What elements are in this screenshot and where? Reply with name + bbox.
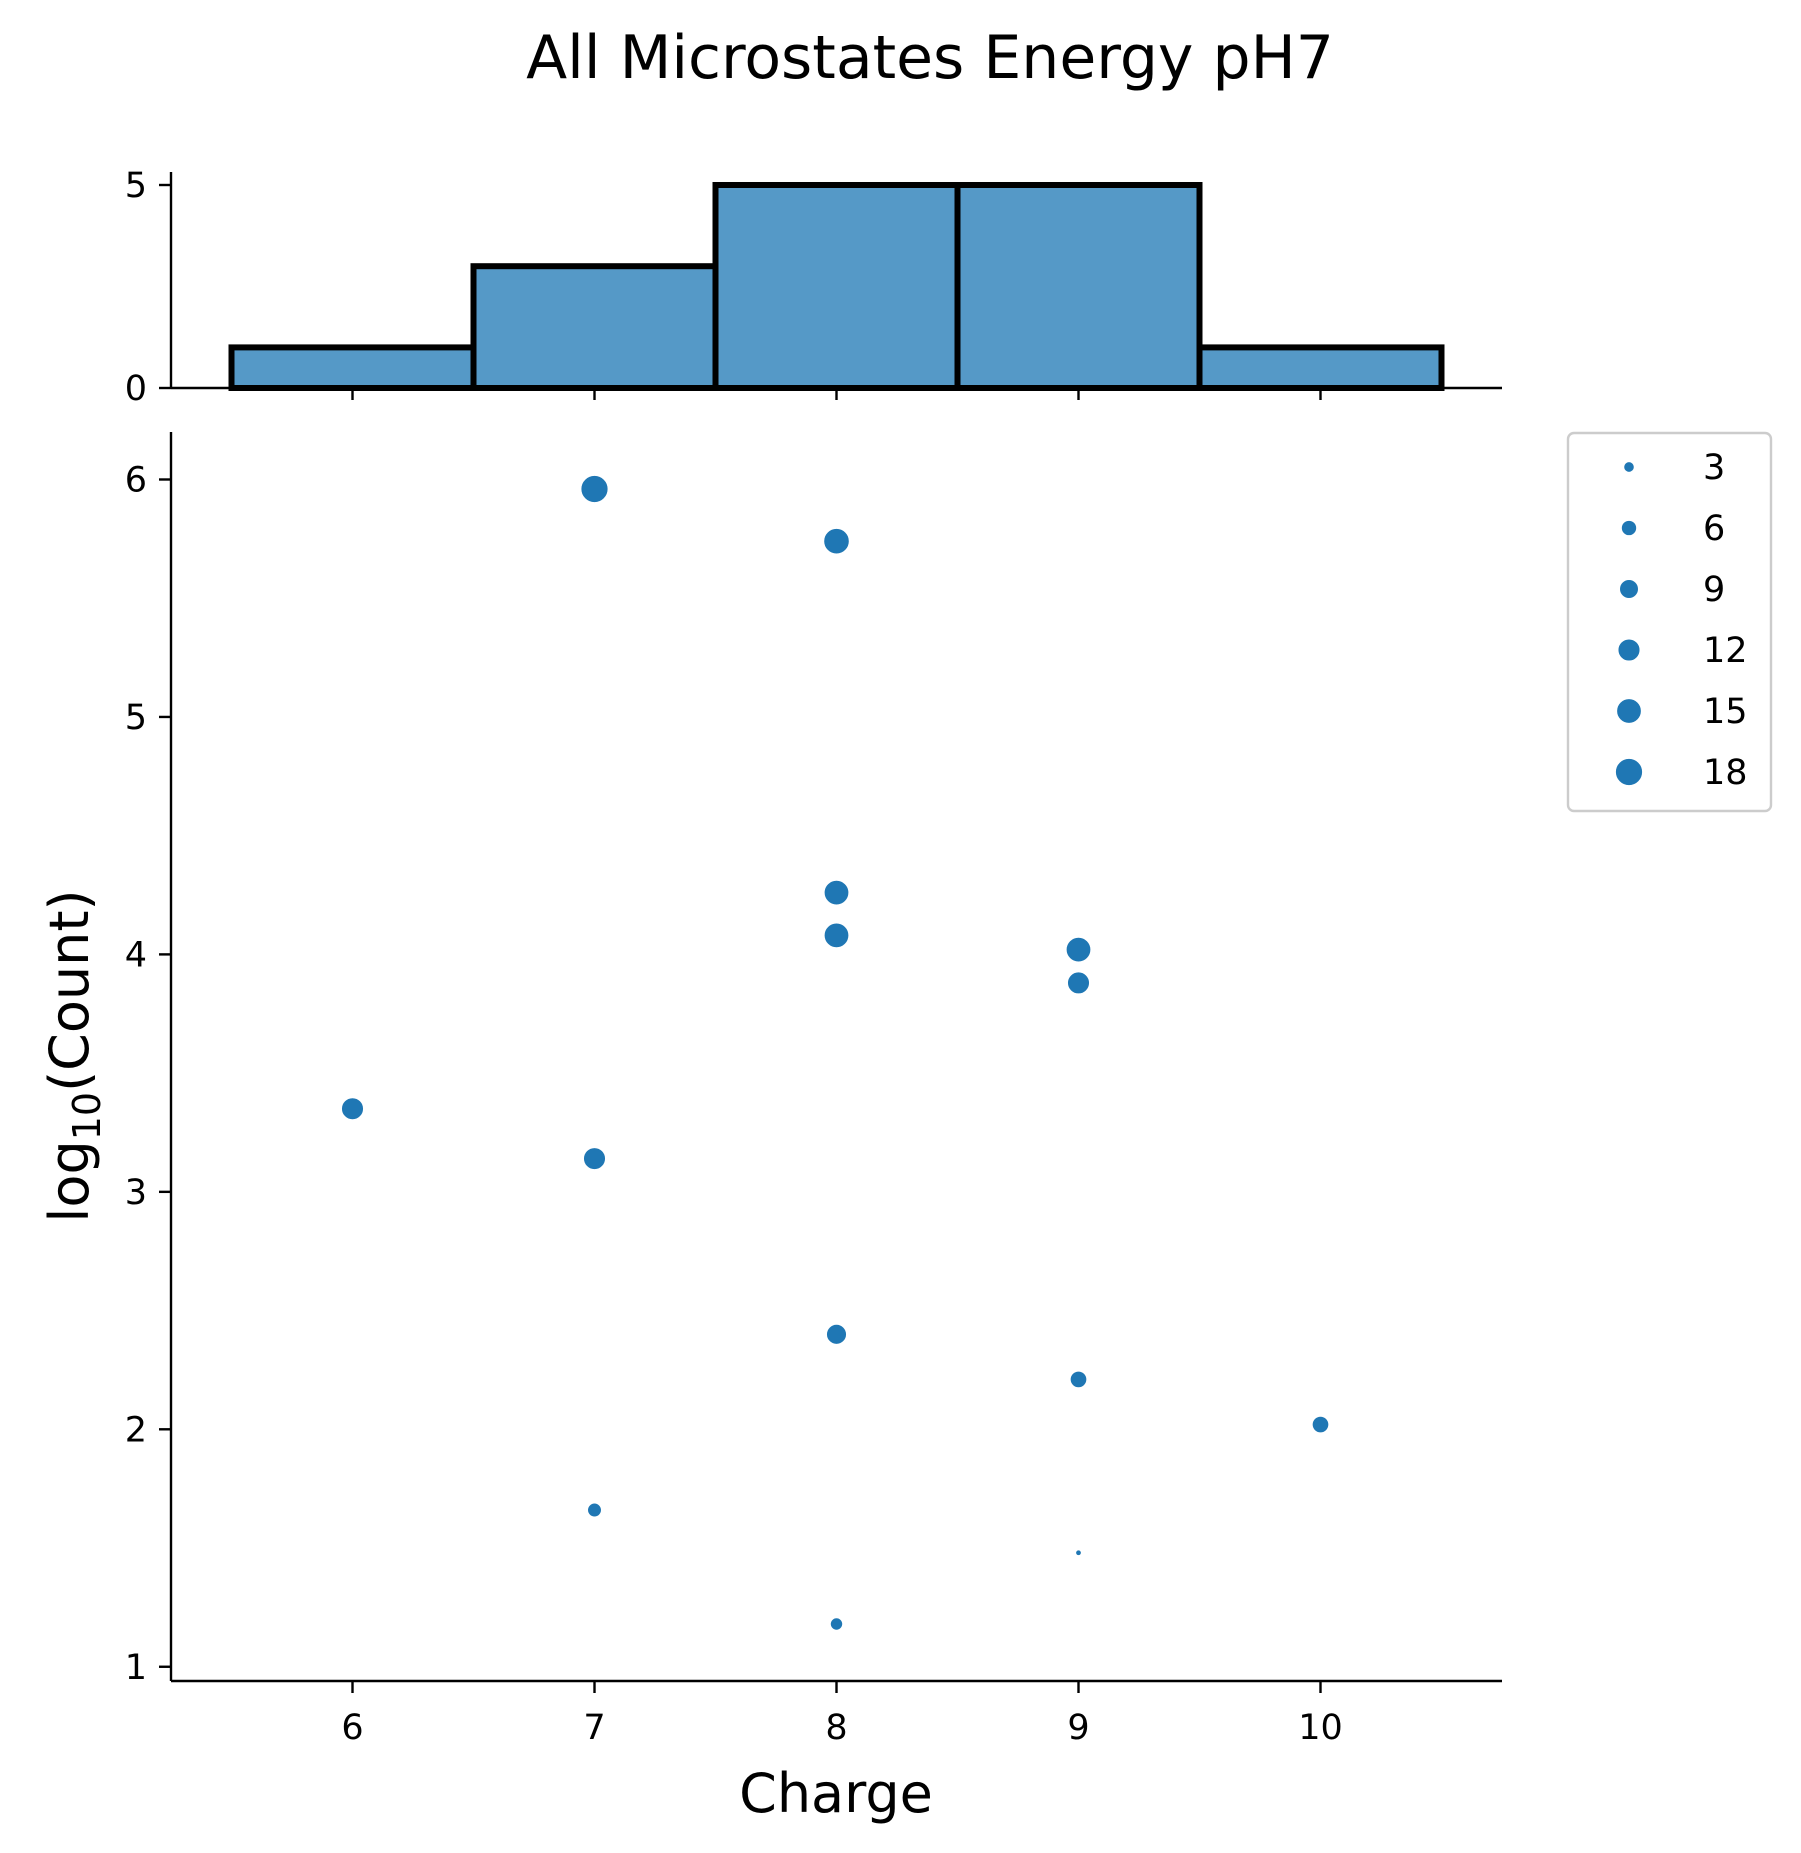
histogram-bar-1 bbox=[228, 344, 477, 391]
y-tick-label: 1 bbox=[125, 1648, 147, 1688]
scatter-point-3 bbox=[822, 878, 851, 907]
scatter-plot: 6 7 8 9 10 1 2 3 4 5 6 bbox=[125, 432, 1502, 1748]
x-tick-label: 9 bbox=[1067, 1708, 1089, 1748]
marginal-histogram: 05 bbox=[125, 166, 1502, 409]
y-tick-label: 3 bbox=[125, 1173, 147, 1213]
x-tick-label: 10 bbox=[1298, 1708, 1343, 1748]
scatter-point-8 bbox=[582, 1146, 607, 1171]
legend-marker-6 bbox=[1620, 519, 1638, 537]
x-tick-label: 6 bbox=[341, 1708, 363, 1748]
scatter-point-4 bbox=[822, 921, 851, 950]
scatter-point-1 bbox=[579, 474, 610, 504]
scatter-point-11 bbox=[1068, 1369, 1089, 1390]
legend-label-18: 18 bbox=[1703, 753, 1748, 793]
y-axis-label: log10(Count) bbox=[38, 889, 109, 1222]
scatter-point-5 bbox=[1064, 935, 1093, 964]
y-tick-label: 6 bbox=[125, 460, 147, 500]
x-tick-label: 7 bbox=[583, 1708, 605, 1748]
histogram-y-ticks: 05 bbox=[125, 166, 171, 409]
legend-marker-15 bbox=[1615, 697, 1643, 725]
y-axis-label-count: (Count) bbox=[38, 889, 101, 1092]
size-legend: 3 6 9 12 15 18 bbox=[1566, 431, 1773, 813]
histogram-bar-4 bbox=[954, 182, 1203, 391]
legend-label-3: 3 bbox=[1703, 448, 1725, 488]
histogram-bar-3 bbox=[712, 182, 961, 391]
histogram-y-tick-label: 0 bbox=[125, 369, 147, 409]
scatter-point-7 bbox=[340, 1096, 365, 1122]
x-axis-ticks: 6 7 8 9 10 bbox=[341, 1681, 1343, 1748]
scatter-point-14 bbox=[1074, 1548, 1083, 1557]
scatter-points bbox=[340, 474, 1331, 1632]
legend-marker-18 bbox=[1614, 757, 1644, 787]
legend-marker-12 bbox=[1616, 637, 1642, 663]
legend-label-12: 12 bbox=[1703, 631, 1748, 671]
scatter-point-6 bbox=[1066, 970, 1091, 996]
x-tick-label: 8 bbox=[825, 1708, 847, 1748]
histogram-bar-2 bbox=[470, 263, 719, 392]
legend-entries: 3 6 9 12 15 18 bbox=[1614, 448, 1748, 793]
y-tick-label: 5 bbox=[125, 698, 147, 738]
y-tick-label: 4 bbox=[125, 935, 147, 975]
legend-marker-9 bbox=[1618, 578, 1640, 600]
x-axis-label: Charge bbox=[739, 1762, 933, 1825]
legend-label-9: 9 bbox=[1703, 570, 1725, 610]
scatter-point-2 bbox=[822, 527, 851, 556]
histogram-bars bbox=[228, 182, 1445, 392]
histogram-x-ticks bbox=[351, 388, 1322, 400]
y-axis-label-log: log bbox=[38, 1140, 101, 1222]
y-tick-label: 2 bbox=[125, 1410, 147, 1450]
legend-marker-3 bbox=[1622, 460, 1636, 474]
scatter-point-12 bbox=[1310, 1414, 1331, 1435]
scatter-point-13 bbox=[586, 1501, 603, 1519]
scatter-point-9 bbox=[825, 1322, 848, 1346]
legend-label-6: 6 bbox=[1703, 509, 1725, 549]
histogram-y-tick-label: 5 bbox=[125, 166, 147, 206]
y-axis-label-subscript: 10 bbox=[65, 1092, 109, 1140]
histogram-bar-5 bbox=[1196, 344, 1445, 391]
legend-label-15: 15 bbox=[1703, 692, 1748, 732]
y-axis-ticks: 1 2 3 4 5 6 bbox=[125, 460, 171, 1688]
scatter-point-15 bbox=[829, 1616, 845, 1632]
chart-title: All Microstates Energy pH7 bbox=[526, 23, 1334, 93]
